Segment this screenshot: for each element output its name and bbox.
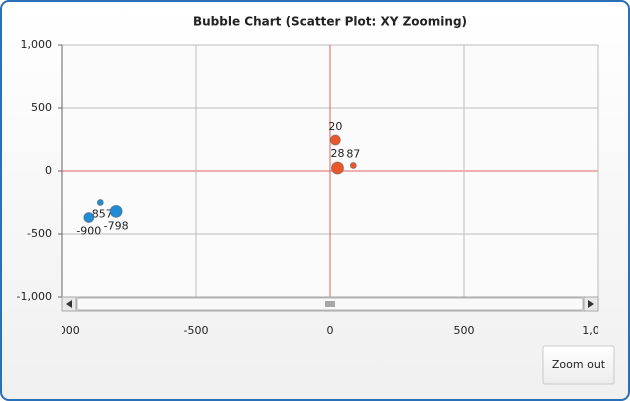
data-label: -798 — [104, 219, 129, 232]
bubble — [96, 199, 104, 206]
button-label: Zoom out — [552, 358, 606, 371]
bubble — [109, 204, 123, 218]
y-tick-label: -500 — [27, 227, 52, 240]
data-label: 87 — [346, 147, 360, 160]
scrollbar — [61, 296, 599, 312]
data-label: 20 — [328, 120, 342, 133]
data-label: -900 — [76, 224, 101, 237]
x-tick-label: -1,000 — [44, 324, 79, 337]
y-tick-label: 0 — [45, 164, 52, 177]
bubble — [329, 134, 341, 146]
x-tick-label: -500 — [184, 324, 209, 337]
bubble — [349, 161, 357, 169]
x-tick-label: 500 — [454, 324, 475, 337]
chart-title: Bubble Chart (Scatter Plot: XY Zooming) — [193, 15, 467, 29]
x-tick-label: 1,000 — [582, 324, 614, 337]
bubble — [331, 161, 345, 175]
zoom-out-button[interactable]: Zoom out — [542, 345, 615, 385]
y-tick-label: 1,000 — [21, 38, 53, 51]
y-tick-label: 500 — [31, 101, 52, 114]
data-label: 28 — [331, 147, 345, 160]
bubble — [83, 211, 95, 223]
y-tick-label: -1,000 — [17, 290, 52, 303]
x-tick-label: 0 — [327, 324, 334, 337]
